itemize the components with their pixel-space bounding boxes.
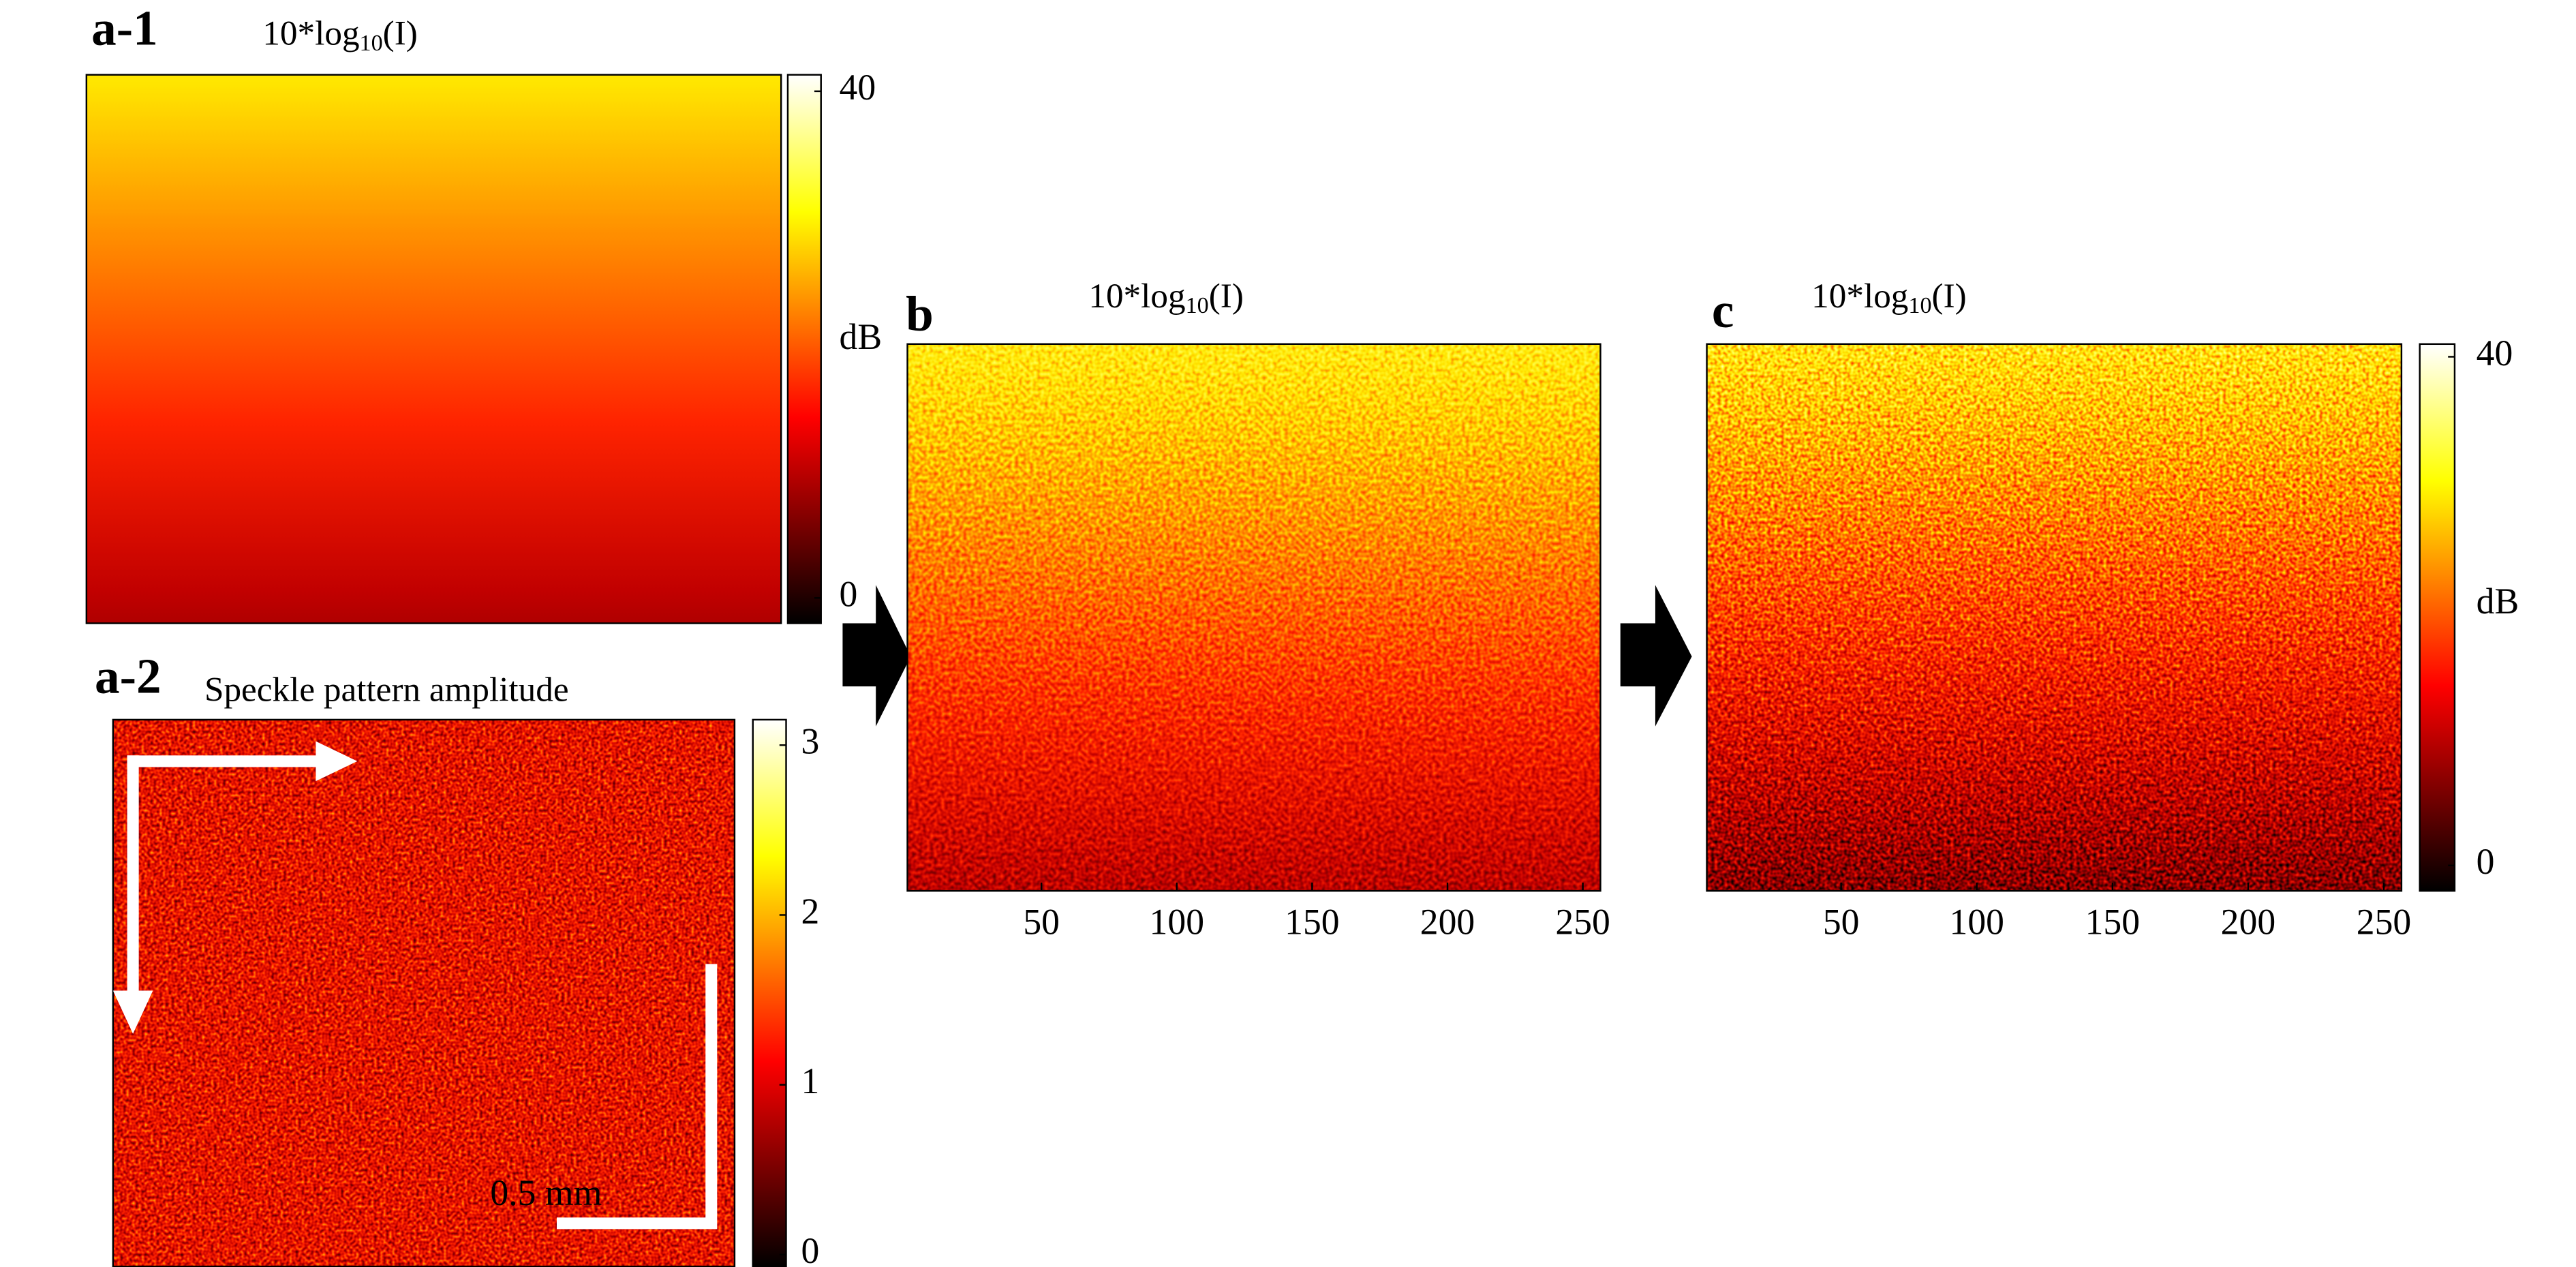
heatmap-image [1706,344,2402,891]
x-tick-label: 150 [1285,902,1339,943]
scale-bar-label: 0.5 mm [490,1172,602,1213]
flow-arrow [842,585,911,727]
colorbar-tick-label: 2 [801,891,819,932]
title-part: 10*log [1088,277,1185,316]
title-part: (I) [1932,277,1967,316]
panel-title: 10*log10(I) [1811,277,1967,318]
x-tick-label: 100 [1950,902,2004,943]
colorbar-tick-label: 0 [2477,841,2495,882]
title-part: 10*log [262,14,359,52]
plot-frame [85,74,782,624]
heatmap-image [86,74,782,624]
panel-title: Speckle pattern amplitude [204,671,569,709]
x-tick-label: 200 [2221,902,2275,943]
title-part: (I) [383,14,418,52]
colorbar-label: dB [840,316,883,357]
title-part: 10 [360,31,383,56]
colorbar-tick-label: 0 [801,1230,819,1267]
panel-label: a-2 [95,649,162,704]
panel-title: 10*log10(I) [1088,277,1244,318]
colorbar [786,74,822,624]
title-part: (I) [1209,277,1244,316]
heatmap-image [907,344,1601,891]
colorbar-tick-label: 1 [801,1060,819,1101]
colorbar-tick-label: 3 [801,721,819,762]
colorbar-tick-label: 40 [2477,333,2513,373]
plot-frame [112,718,736,1267]
annotations [112,741,718,1230]
colorbar-tick-label: 0 [840,574,858,615]
flow-arrow [1620,585,1692,727]
panel-label: c [1712,283,1734,338]
x-tick-label: 200 [1420,902,1475,943]
x-tick-label: 150 [2085,902,2140,943]
arrow-head [316,741,358,782]
panel-label: b [906,286,934,341]
panel-title: 10*log10(I) [262,14,418,55]
colorbar-label: dB [2477,581,2519,622]
x-tick-label: 250 [1555,902,1610,943]
scale-bar [556,964,718,1230]
title-part: 10 [1186,293,1209,318]
plot-frame [906,343,1601,892]
plot-frame [1706,343,2403,892]
heatmap-image [112,719,735,1267]
x-tick-label: 50 [1823,902,1860,943]
x-tick-label: 250 [2357,902,2411,943]
title-part: 10*log [1811,277,1908,316]
title-part: 10 [1908,293,1931,318]
colorbar [2419,343,2456,892]
arrow-head [112,990,153,1034]
x-tick-label: 50 [1023,902,1060,943]
x-tick-label: 100 [1150,902,1204,943]
panel-label: a-1 [91,1,158,56]
colorbar [752,718,787,1267]
colorbar-tick-label: 40 [840,67,876,108]
